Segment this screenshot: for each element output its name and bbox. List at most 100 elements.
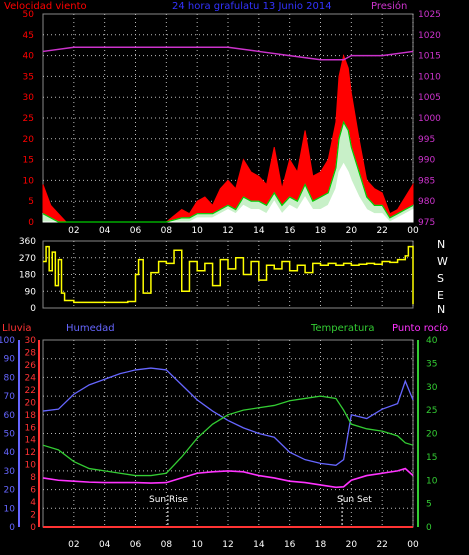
humidity-y-tick-label: 10 xyxy=(4,504,16,514)
temp-x-tick-label: 08 xyxy=(161,540,173,550)
humidity-line xyxy=(42,367,414,466)
direction-y-tick-label: 0 xyxy=(30,304,36,314)
wind-y-tick-label: 5 xyxy=(28,197,34,207)
pressure-line xyxy=(42,46,414,61)
chart-subtitle: 24 hora grafulatu 13 Junio 2014 xyxy=(172,1,332,12)
pressure-y-tick-label: 1005 xyxy=(418,93,441,103)
rain-y-tick-label: 20 xyxy=(25,398,37,408)
temperature-legend: Temperatura xyxy=(310,323,375,334)
pressure-y-tick-label: 1025 xyxy=(418,10,441,20)
wind-x-tick-label: 02 xyxy=(68,226,79,236)
rain-y-tick-label: 12 xyxy=(25,448,36,458)
temperature-y-tick-label: 20 xyxy=(426,430,438,440)
wind-y-tick-label: 35 xyxy=(23,72,34,82)
humidity-y-tick-label: 100 xyxy=(0,336,15,346)
pressure-y-tick-label: 1000 xyxy=(418,114,441,124)
humidity-y-tick-label: 20 xyxy=(4,486,16,496)
pressure-y-tick-label: 975 xyxy=(418,218,435,228)
humidity-y-tick-label: 30 xyxy=(4,467,16,477)
pressure-y-tick-label: 980 xyxy=(418,197,435,207)
wind-y-tick-label: 30 xyxy=(23,93,35,103)
rain-y-tick-label: 22 xyxy=(25,386,36,396)
wind-x-tick-label: 06 xyxy=(130,226,142,236)
rain-y-tick-label: 30 xyxy=(25,336,37,346)
pressure-y-tick-label: 995 xyxy=(418,135,435,145)
wind-y-tick-label: 45 xyxy=(23,31,34,41)
humidity-legend: Humedad xyxy=(66,323,115,334)
direction-y-tick-label: 360 xyxy=(19,237,36,247)
temp-x-tick-label: 22 xyxy=(376,540,387,550)
wind-y-tick-label: 40 xyxy=(23,52,35,62)
wind-x-tick-label: 22 xyxy=(376,226,387,236)
pressure-y-tick-label: 1015 xyxy=(418,52,441,62)
wind-x-tick-label: 14 xyxy=(253,226,265,236)
wind-y-tick-label: 50 xyxy=(23,10,35,20)
series-layer xyxy=(42,46,414,528)
direction-y-tick-label: 90 xyxy=(25,287,37,297)
direction-letter-e: E xyxy=(437,289,444,302)
direction-y-tick-label: 180 xyxy=(19,271,36,281)
wind-x-tick-label: 08 xyxy=(161,226,173,236)
humidity-y-tick-label: 0 xyxy=(9,523,15,533)
rain-y-tick-label: 2 xyxy=(30,511,36,521)
wind-x-tick-label: 12 xyxy=(222,226,233,236)
wind-y-tick-label: 15 xyxy=(23,156,34,166)
wind-y-tick-label: 0 xyxy=(28,218,34,228)
wind-x-tick-label: 04 xyxy=(99,226,111,236)
wind-x-tick-label: 00 xyxy=(407,226,419,236)
wind-y-tick-label: 20 xyxy=(23,135,35,145)
temperature-y-tick-label: 30 xyxy=(426,383,438,393)
humidity-y-tick-label: 90 xyxy=(4,355,16,365)
temperature-y-tick-label: 10 xyxy=(426,476,438,486)
pressure-chart-title: Presión xyxy=(371,0,407,12)
wind-x-tick-label: 16 xyxy=(284,226,296,236)
temperature-line xyxy=(42,395,414,477)
direction-letter-w: W xyxy=(437,255,448,268)
pressure-y-tick-label: 985 xyxy=(418,176,435,186)
direction-y-tick-label: 270 xyxy=(19,254,36,264)
humidity-y-tick-label: 70 xyxy=(4,392,16,402)
rain-y-tick-label: 24 xyxy=(25,373,37,383)
temp-x-tick-label: 00 xyxy=(407,540,419,550)
rain-y-tick-label: 16 xyxy=(25,423,37,433)
rain-y-tick-label: 0 xyxy=(30,523,36,533)
wind-x-tick-label: 20 xyxy=(346,226,358,236)
humidity-y-tick-label: 40 xyxy=(4,448,16,458)
temp-x-tick-label: 04 xyxy=(99,540,111,550)
rain-y-tick-label: 18 xyxy=(25,411,37,421)
temperature-y-tick-label: 15 xyxy=(426,453,437,463)
temp-x-tick-label: 14 xyxy=(253,540,265,550)
pressure-y-tick-label: 990 xyxy=(418,156,435,166)
direction-letter-n-top: N xyxy=(437,238,445,251)
wind-y-tick-label: 10 xyxy=(23,176,35,186)
temp-x-tick-label: 18 xyxy=(315,540,327,550)
temp-x-tick-label: 20 xyxy=(346,540,358,550)
temperature-y-tick-label: 25 xyxy=(426,406,437,416)
humidity-y-tick-label: 80 xyxy=(4,373,16,383)
rain-y-tick-label: 26 xyxy=(25,361,37,371)
rain-y-tick-label: 8 xyxy=(30,473,36,483)
temp-x-tick-label: 10 xyxy=(191,540,203,550)
temperature-y-tick-label: 35 xyxy=(426,359,437,369)
wind-x-tick-label: 18 xyxy=(315,226,327,236)
wind-x-tick-label: 10 xyxy=(191,226,203,236)
wind-average-line xyxy=(42,120,414,223)
rain-y-tick-label: 4 xyxy=(30,498,36,508)
grid-layer xyxy=(43,14,414,527)
direction-letter-s: S xyxy=(437,272,444,285)
humidity-y-tick-label: 50 xyxy=(4,430,16,440)
rain-legend: Lluvia xyxy=(2,323,32,334)
sunrise-label: Sun Rise xyxy=(149,495,188,505)
axis-layer: 0202040406060808101012121414161618182020… xyxy=(0,10,441,550)
temperature-y-tick-label: 0 xyxy=(426,523,432,533)
dewpoint-line xyxy=(42,467,414,489)
rain-y-tick-label: 10 xyxy=(25,461,37,471)
pressure-y-tick-label: 1010 xyxy=(418,72,441,82)
rain-y-tick-label: 14 xyxy=(25,436,37,446)
temp-x-tick-label: 16 xyxy=(284,540,296,550)
temperature-y-tick-label: 40 xyxy=(426,336,438,346)
temp-x-tick-label: 02 xyxy=(68,540,79,550)
dewpoint-legend: Punto rocío xyxy=(392,322,448,334)
temp-x-tick-label: 06 xyxy=(130,540,142,550)
